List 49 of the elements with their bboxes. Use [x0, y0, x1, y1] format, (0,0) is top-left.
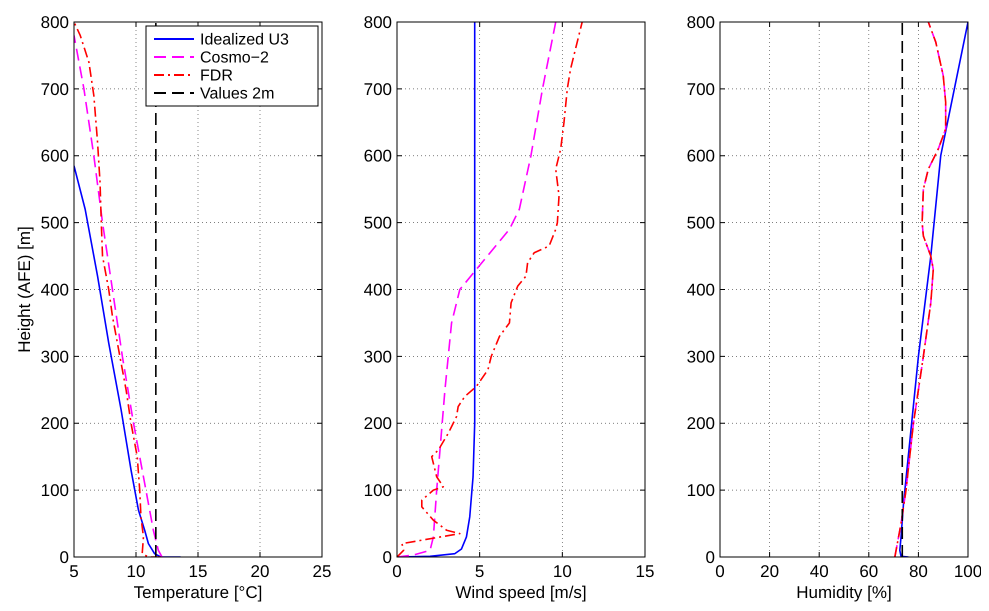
y-tick-label: 700: [686, 80, 715, 99]
legend-label: Values 2m: [200, 86, 274, 103]
y-tick-label: 300: [364, 347, 392, 366]
y-tick-label: 500: [686, 214, 715, 233]
y-tick-label: 800: [686, 12, 715, 32]
x-tick-label: 80: [908, 562, 928, 581]
x-axis-title: Humidity [%]: [796, 583, 892, 602]
y-tick-label: 100: [686, 481, 715, 500]
y-tick-label: 200: [686, 414, 715, 434]
x-axis-title: Temperature [°C]: [134, 583, 262, 602]
y-tick-label: 100: [40, 481, 69, 500]
x-tick-label: 10: [126, 562, 146, 581]
x-tick-label: 15: [188, 562, 208, 581]
x-tick-label: 20: [760, 562, 780, 581]
y-tick-label: 500: [40, 214, 69, 233]
line-series: [74, 164, 182, 557]
x-axis-title: Wind speed [m/s]: [455, 583, 587, 602]
legend-label: Cosmo−2: [200, 50, 270, 67]
x-tick-label: 60: [859, 562, 878, 581]
y-tick-label: 200: [364, 414, 392, 434]
y-tick-label: 300: [40, 347, 69, 366]
y-tick-label: 700: [40, 80, 69, 99]
y-tick-label: 700: [364, 80, 392, 99]
legend-label: FDR: [200, 68, 233, 85]
y-tick-label: 800: [364, 12, 392, 32]
x-tick-label: 40: [810, 562, 829, 581]
line-series: [899, 22, 968, 557]
x-tick-label: 10: [552, 562, 572, 581]
y-tick-label: 800: [40, 12, 69, 32]
y-tick-label: 600: [686, 146, 715, 166]
y-tick-label: 600: [40, 146, 69, 166]
y-axis-title: Height (AFE) [m]: [15, 226, 34, 353]
y-tick-label: 0: [706, 548, 715, 567]
legend-label: Idealized U3: [200, 32, 290, 49]
y-tick-label: 0: [60, 548, 69, 567]
y-tick-label: 0: [382, 548, 392, 567]
x-tick-label: 5: [474, 562, 484, 581]
y-tick-label: 600: [364, 146, 392, 166]
x-tick-label: 25: [312, 562, 332, 581]
x-tick-label: 15: [636, 562, 654, 581]
y-tick-label: 400: [364, 280, 392, 300]
x-tick-label: 5: [69, 562, 79, 581]
x-tick-label: 20: [250, 562, 270, 581]
y-tick-label: 500: [364, 214, 392, 233]
y-tick-label: 400: [40, 280, 69, 300]
y-tick-label: 400: [686, 280, 715, 300]
y-tick-label: 200: [40, 414, 69, 434]
y-tick-label: 300: [686, 347, 715, 366]
y-tick-label: 100: [364, 481, 392, 500]
